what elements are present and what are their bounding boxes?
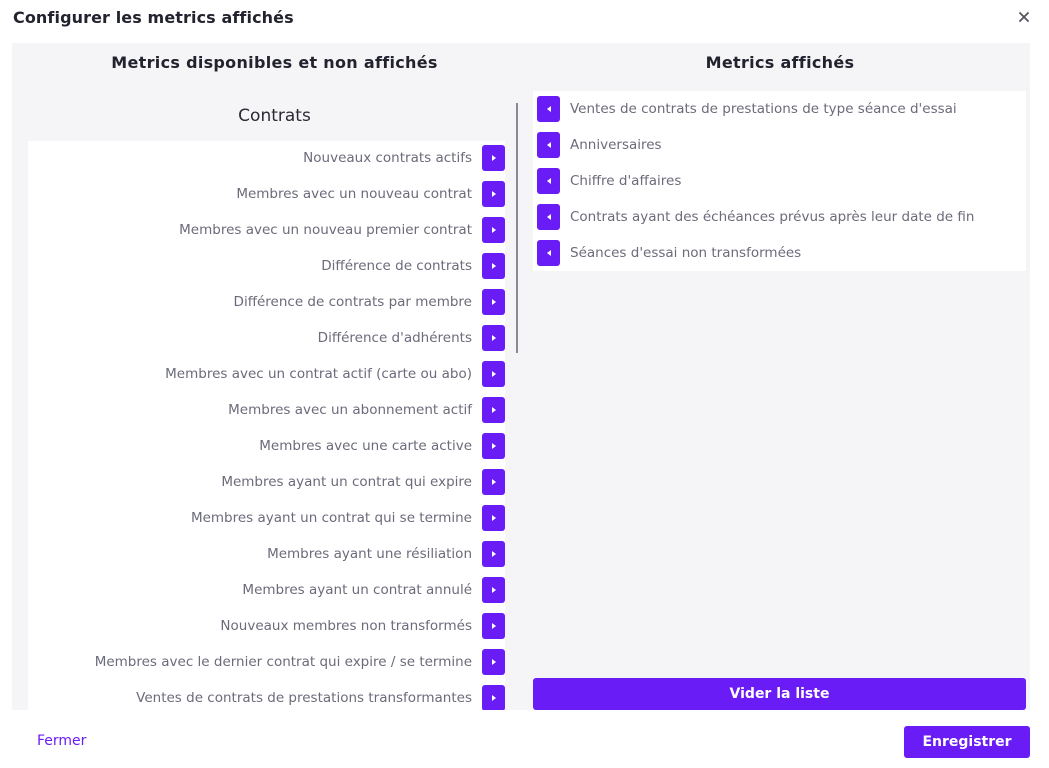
move-to-shown-button[interactable]: [482, 181, 505, 207]
move-to-shown-button[interactable]: [482, 145, 505, 171]
scrollbar[interactable]: [516, 103, 518, 353]
list-item: Membres ayant un contrat qui expire: [221, 469, 505, 495]
list-item: Différence d'adhérents: [318, 325, 505, 351]
list-item: Différence de contrats: [321, 253, 505, 279]
chevron-right-icon: [491, 587, 496, 593]
list-item: Membres ayant une résiliation: [267, 541, 505, 567]
chevron-right-icon: [491, 551, 496, 557]
move-to-shown-button[interactable]: [482, 217, 505, 243]
metric-label: Membres avec un contrat actif (carte ou …: [165, 366, 472, 382]
shown-metrics-title: Metrics affichés: [705, 53, 855, 72]
metric-label: Nouveaux contrats actifs: [303, 150, 472, 166]
move-to-available-button[interactable]: [537, 204, 560, 230]
metric-label: Membres ayant un contrat qui expire: [221, 474, 472, 490]
list-item: Chiffre d'affaires: [537, 168, 681, 194]
move-to-shown-button[interactable]: [482, 397, 505, 423]
metric-label: Membres avec une carte active: [259, 438, 472, 454]
list-item: Membres avec le dernier contrat qui expi…: [95, 649, 505, 675]
list-item: Anniversaires: [537, 132, 662, 158]
move-to-shown-button[interactable]: [482, 361, 505, 387]
metric-label: Ventes de contrats de prestations de typ…: [570, 101, 957, 117]
chevron-right-icon: [491, 371, 496, 377]
list-item: Membres ayant un contrat qui se termine: [191, 505, 505, 531]
list-item: Ventes de contrats de prestations de typ…: [537, 96, 957, 122]
shown-metrics-list: Ventes de contrats de prestations de typ…: [533, 91, 1026, 271]
metric-label: Différence de contrats par membre: [233, 294, 472, 310]
move-to-shown-button[interactable]: [482, 541, 505, 567]
metric-label: Nouveaux membres non transformés: [220, 618, 472, 634]
metric-label: Anniversaires: [570, 137, 662, 153]
group-title-contrats: Contrats: [238, 106, 311, 126]
chevron-right-icon: [491, 227, 496, 233]
chevron-right-icon: [491, 335, 496, 341]
move-to-available-button[interactable]: [537, 168, 560, 194]
metric-label: Ventes de contrats de prestations transf…: [136, 690, 472, 706]
move-to-shown-button[interactable]: [482, 685, 505, 710]
metric-label: Membres ayant une résiliation: [267, 546, 472, 562]
list-item: Contrats ayant des échéances prévus aprè…: [537, 204, 974, 230]
metric-label: Membres avec un nouveau contrat: [236, 186, 472, 202]
available-metrics-list: Nouveaux contrats actifs Membres avec un…: [28, 141, 505, 710]
clear-list-button[interactable]: Vider la liste: [533, 678, 1026, 710]
chevron-right-icon: [491, 299, 496, 305]
metric-label: Chiffre d'affaires: [570, 173, 682, 189]
move-to-shown-button[interactable]: [482, 289, 505, 315]
metric-label: Membres avec un abonnement actif: [228, 402, 472, 418]
list-item: Membres avec un nouveau contrat: [236, 181, 505, 207]
list-item: Nouveaux membres non transformés: [220, 613, 505, 639]
available-metrics-title: Metrics disponibles et non affichés: [111, 53, 438, 72]
metric-label: Différence d'adhérents: [317, 330, 472, 346]
list-item: Membres avec un nouveau premier contrat: [179, 217, 505, 243]
chevron-right-icon: [491, 263, 496, 269]
metric-label: Contrats ayant des échéances prévus aprè…: [570, 209, 975, 225]
chevron-right-icon: [491, 623, 496, 629]
list-item: Membres avec une carte active: [259, 433, 505, 459]
metric-label: Séances d'essai non transformées: [570, 245, 802, 261]
move-to-shown-button[interactable]: [482, 433, 505, 459]
close-button[interactable]: [1013, 6, 1035, 28]
metric-label: Différence de contrats: [321, 258, 472, 274]
chevron-right-icon: [491, 515, 496, 521]
move-to-shown-button[interactable]: [482, 325, 505, 351]
list-item: Membres avec un contrat actif (carte ou …: [165, 361, 505, 387]
chevron-right-icon: [491, 191, 496, 197]
list-item: Membres ayant un contrat annulé: [242, 577, 505, 603]
chevron-right-icon: [491, 479, 496, 485]
chevron-left-icon: [546, 250, 551, 256]
move-to-shown-button[interactable]: [482, 469, 505, 495]
chevron-right-icon: [491, 695, 496, 701]
move-to-shown-button[interactable]: [482, 649, 505, 675]
chevron-right-icon: [491, 407, 496, 413]
chevron-right-icon: [491, 659, 496, 665]
move-to-shown-button[interactable]: [482, 505, 505, 531]
move-to-available-button[interactable]: [537, 96, 560, 122]
move-to-available-button[interactable]: [537, 240, 560, 266]
modal-title: Configurer les metrics affichés: [13, 8, 294, 27]
save-button[interactable]: Enregistrer: [904, 726, 1030, 758]
move-to-shown-button[interactable]: [482, 253, 505, 279]
metric-label: Membres avec le dernier contrat qui expi…: [94, 654, 472, 670]
move-to-shown-button[interactable]: [482, 577, 505, 603]
list-item: Membres avec un abonnement actif: [228, 397, 505, 423]
metric-label: Membres ayant un contrat annulé: [242, 582, 472, 598]
metric-label: Membres ayant un contrat qui se termine: [190, 510, 472, 526]
chevron-right-icon: [491, 155, 496, 161]
move-to-shown-button[interactable]: [482, 613, 505, 639]
chevron-left-icon: [546, 142, 551, 148]
chevron-left-icon: [546, 214, 551, 220]
move-to-available-button[interactable]: [537, 132, 560, 158]
metrics-panel: Metrics disponibles et non affichés Metr…: [12, 43, 1030, 710]
list-item: Séances d'essai non transformées: [537, 240, 801, 266]
list-item: Différence de contrats par membre: [234, 289, 505, 315]
list-item: Nouveaux contrats actifs: [303, 145, 505, 171]
chevron-right-icon: [491, 443, 496, 449]
chevron-left-icon: [546, 106, 551, 112]
list-item: Ventes de contrats de prestations transf…: [136, 685, 505, 710]
close-icon: [1019, 12, 1029, 22]
metric-label: Membres avec un nouveau premier contrat: [179, 222, 472, 238]
chevron-left-icon: [546, 178, 551, 184]
close-link[interactable]: Fermer: [37, 733, 87, 749]
